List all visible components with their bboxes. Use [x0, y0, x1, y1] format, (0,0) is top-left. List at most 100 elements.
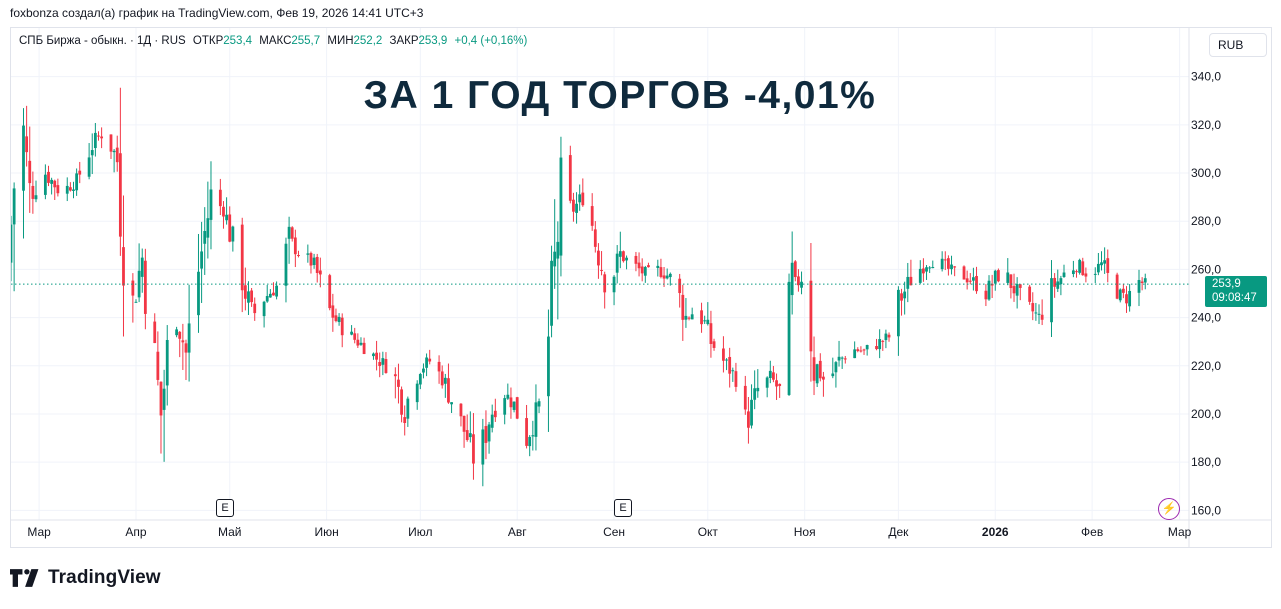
brand-name: TradingView — [48, 567, 161, 588]
candle-body — [65, 185, 69, 194]
y-tick-label: 240,0 — [1191, 311, 1221, 325]
candle-body — [575, 203, 578, 213]
candle-body — [800, 281, 803, 288]
candle-body — [875, 346, 878, 350]
candle-body — [468, 433, 472, 438]
candle-body — [1103, 260, 1107, 264]
candle-body — [156, 351, 160, 380]
candle-body — [381, 358, 385, 365]
earnings-marker-may[interactable]: E — [216, 499, 234, 517]
y-tick-label: 340,0 — [1191, 70, 1221, 84]
candle-body — [428, 358, 432, 362]
candle-body — [818, 360, 822, 379]
candle-body — [856, 349, 860, 352]
candle-body — [337, 316, 341, 323]
candle-body — [100, 136, 104, 139]
candle-body — [1034, 312, 1038, 314]
candle-body — [709, 323, 713, 344]
candle-body — [597, 250, 600, 266]
candle-body — [287, 226, 291, 239]
candle-body — [706, 319, 710, 325]
symbol-legend: СПБ Биржа - обыкн. · 1Д · RUS ОТКР253,4 … — [19, 35, 527, 47]
candle-body — [31, 185, 35, 199]
candle-body — [509, 397, 513, 408]
candle-body — [728, 356, 732, 374]
candle-body — [700, 310, 703, 325]
candle-body — [750, 399, 753, 426]
x-tick-label: 2026 — [982, 525, 1009, 539]
candle-body — [1031, 303, 1035, 312]
candle-body — [572, 199, 575, 212]
candle-body — [240, 224, 244, 291]
candle-body — [1053, 277, 1057, 287]
x-tick-label: Авг — [508, 525, 527, 539]
candle-body — [225, 214, 229, 221]
x-tick-label: Апр — [125, 525, 147, 539]
candle-body — [534, 402, 538, 437]
tradingview-brand[interactable]: TradingView — [10, 567, 161, 589]
candle-body — [1059, 278, 1063, 285]
candle-body — [987, 280, 991, 300]
candle-body — [662, 275, 666, 279]
candle-body — [47, 171, 50, 183]
earnings-marker-sep[interactable]: E — [614, 499, 632, 517]
y-tick-label: 220,0 — [1191, 359, 1221, 373]
candle-body — [531, 435, 535, 437]
chart-svg[interactable]: 340,0 320,0 300,0 280,0 260,0 240,0 220,0 200,0… — [11, 28, 1271, 547]
candle-body — [887, 334, 891, 338]
candle-body — [1028, 286, 1032, 302]
currency-button[interactable]: RUB — [1209, 33, 1267, 57]
candle-body — [515, 397, 519, 419]
candle-body — [268, 293, 272, 298]
candle-body — [372, 353, 375, 357]
candle-body — [200, 251, 204, 269]
candle-body — [247, 291, 250, 303]
y-tick-label: 200,0 — [1191, 407, 1221, 421]
candle-body — [1100, 262, 1103, 266]
x-tick-label: Ноя — [794, 525, 816, 539]
candle-body — [953, 266, 957, 268]
lightning-icon[interactable]: ⚡ — [1158, 498, 1180, 520]
candle-body — [722, 348, 725, 361]
candle-body — [1143, 278, 1147, 283]
candle-body — [837, 356, 841, 361]
candle-body — [443, 377, 447, 384]
candle-body — [328, 275, 332, 309]
candle-body — [28, 160, 32, 184]
candle-body — [159, 381, 163, 416]
candle-body — [1040, 314, 1044, 320]
candle-body — [990, 283, 994, 286]
chart-frame[interactable]: 340,0 320,0 300,0 280,0 260,0 240,0 220,0 200,0… — [10, 27, 1272, 548]
candle-body — [1006, 272, 1010, 283]
candle-body — [184, 343, 188, 353]
candle-body — [112, 150, 116, 153]
candle-body — [418, 374, 422, 385]
candle-body — [615, 253, 619, 273]
candles-layer — [11, 87, 1189, 487]
candle-body — [862, 349, 866, 351]
candle-body — [881, 340, 885, 342]
legend-low-label: МИН — [327, 35, 354, 47]
candle-body — [1093, 273, 1097, 275]
candle-body — [359, 342, 363, 345]
legend-high-label: МАКС — [259, 35, 292, 47]
candle-body — [406, 398, 410, 419]
legend-low: 252,2 — [353, 35, 383, 47]
legend-change: +0,4 (+0,16%) — [454, 35, 528, 47]
candle-body — [309, 253, 313, 266]
candle-body — [753, 388, 757, 400]
candle-body — [853, 349, 857, 359]
candle-body — [340, 317, 344, 336]
candle-body — [965, 278, 969, 283]
candle-body — [884, 333, 888, 341]
candle-body — [634, 255, 638, 264]
overlay-title: ЗА 1 ГОД ТОРГОВ -4,01% — [363, 74, 877, 117]
candle-body — [22, 125, 25, 191]
candle-body — [90, 150, 94, 156]
x-tick-label: Окт — [698, 525, 719, 539]
candle-body — [1078, 259, 1082, 273]
candle-body — [68, 187, 72, 191]
candle-body — [56, 185, 60, 194]
candle-body — [903, 291, 907, 299]
candle-body — [656, 265, 660, 268]
